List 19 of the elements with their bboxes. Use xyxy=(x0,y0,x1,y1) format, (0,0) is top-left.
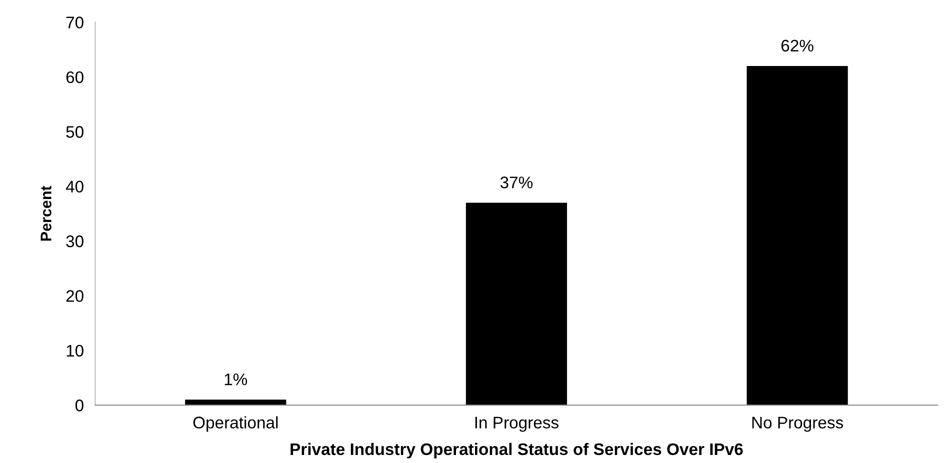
bar xyxy=(185,400,286,406)
y-tick-label: 70 xyxy=(66,16,84,28)
data-label: 37% xyxy=(500,176,533,188)
y-tick-label: 30 xyxy=(66,235,84,248)
y-tick-label: 0 xyxy=(75,400,84,412)
data-label: 1% xyxy=(224,374,248,386)
data-label: 62% xyxy=(781,40,814,52)
y-tick-label: 60 xyxy=(66,71,84,84)
bar xyxy=(746,66,848,406)
y-tick-label: 10 xyxy=(66,344,84,357)
x-tick-label: In Progress xyxy=(475,416,558,432)
y-tick-label: 20 xyxy=(66,290,84,302)
x-tick-label: No Progress xyxy=(752,416,844,432)
x-tick-label: Operational xyxy=(193,416,278,432)
y-tick-label: 50 xyxy=(66,126,84,138)
y-axis-title: Percent xyxy=(40,186,52,241)
bar xyxy=(466,202,568,406)
y-tick-label: 40 xyxy=(66,180,84,193)
x-axis-title: Private Industry Operational Status of Services Over IPv6 xyxy=(290,442,743,458)
